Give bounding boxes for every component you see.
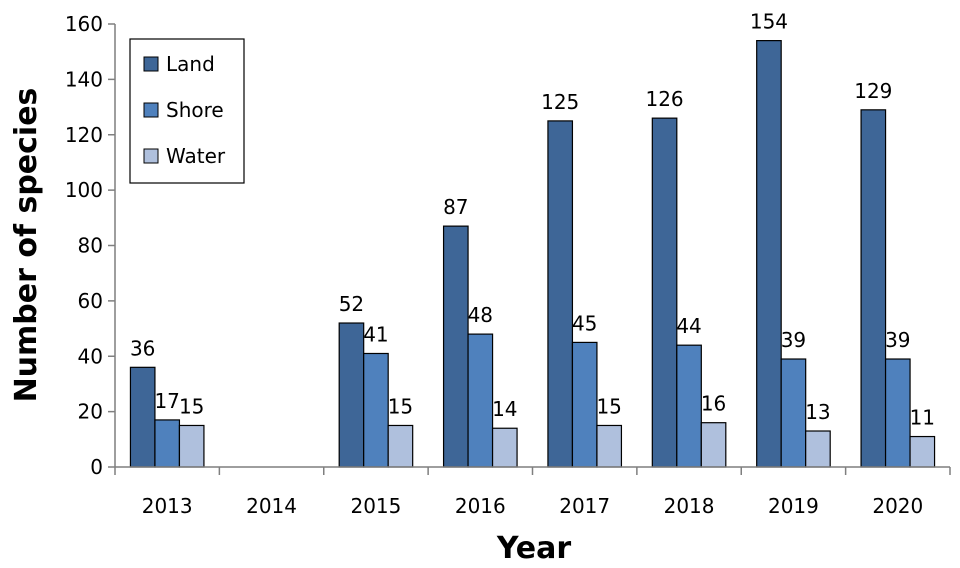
x-tick-label: 2016 (455, 494, 506, 518)
x-tick-label: 2020 (872, 494, 923, 518)
legend-label-shore: Shore (166, 98, 224, 122)
data-label-water: 11 (910, 406, 935, 430)
bar-land (756, 40, 782, 468)
data-label-shore: 41 (363, 322, 388, 346)
legend-swatch-water (143, 148, 159, 164)
data-label-shore: 39 (781, 328, 806, 352)
bar-water (178, 424, 205, 468)
x-tick-label: 2013 (142, 494, 193, 518)
x-axis-title: Year (496, 531, 572, 566)
data-label-water: 15 (179, 394, 204, 418)
bar-water (491, 427, 518, 468)
legend-swatch-land (143, 56, 159, 72)
bar-water (805, 430, 831, 468)
data-label-shore: 45 (572, 311, 597, 335)
bar-land (442, 225, 469, 468)
data-label-water: 16 (701, 392, 726, 416)
y-tick-label: 60 (78, 289, 103, 313)
legend-label-water: Water (166, 144, 226, 168)
bar-land (129, 366, 156, 468)
data-label-land: 87 (443, 195, 468, 219)
data-label-shore: 39 (885, 328, 910, 352)
bar-water (700, 422, 727, 468)
bar-land (860, 109, 887, 468)
x-tick-label: 2019 (768, 494, 819, 518)
x-tick-label: 2014 (246, 494, 297, 518)
axes-group: 0 20 40 60 80 100 120 140 160 2013 2014 2015 2016 201… (65, 12, 951, 518)
data-label-water: 15 (388, 394, 413, 418)
y-tick-label: 80 (78, 234, 103, 258)
data-label-shore: 44 (676, 314, 701, 338)
y-tick-label: 120 (65, 123, 103, 147)
y-tick-label: 160 (65, 12, 103, 36)
y-tick-label: 100 (65, 178, 103, 202)
x-tick-label: 2017 (559, 494, 610, 518)
data-label-land: 52 (339, 292, 364, 316)
data-label-water: 15 (596, 394, 621, 418)
bar-land (338, 322, 365, 468)
bar-water (909, 435, 936, 468)
bar-shore (571, 341, 598, 468)
data-label-water: 13 (805, 400, 830, 424)
data-label-water: 14 (492, 397, 517, 421)
data-label-land: 36 (130, 336, 155, 360)
data-label-land: 154 (750, 10, 788, 34)
bar-water (596, 424, 623, 468)
bar-land (547, 120, 574, 468)
x-tick-label: 2018 (664, 494, 715, 518)
y-tick-label: 140 (65, 67, 103, 91)
data-label-land: 125 (541, 90, 579, 114)
legend-label-land: Land (166, 52, 215, 76)
data-label-shore: 48 (468, 303, 493, 327)
y-tick-label: 20 (78, 400, 103, 424)
bar-shore (154, 419, 181, 468)
bars-group (129, 40, 936, 468)
data-label-land: 129 (854, 79, 892, 103)
bar-shore (884, 358, 911, 468)
bar-shore (467, 333, 494, 468)
bar-shore (780, 358, 807, 468)
y-tick-label: 40 (78, 344, 103, 368)
data-label-shore: 17 (154, 389, 179, 413)
bar-shore (676, 344, 702, 468)
data-label-land: 126 (645, 87, 683, 111)
legend: Land Shore Water (129, 38, 245, 184)
bar-land (651, 117, 678, 468)
legend-swatch-shore (143, 102, 159, 118)
bar-shore (363, 352, 389, 468)
y-tick-label: 0 (90, 455, 103, 479)
bar-water (387, 424, 414, 468)
x-tick-label: 2015 (350, 494, 401, 518)
y-axis-title: Number of species (9, 88, 44, 403)
